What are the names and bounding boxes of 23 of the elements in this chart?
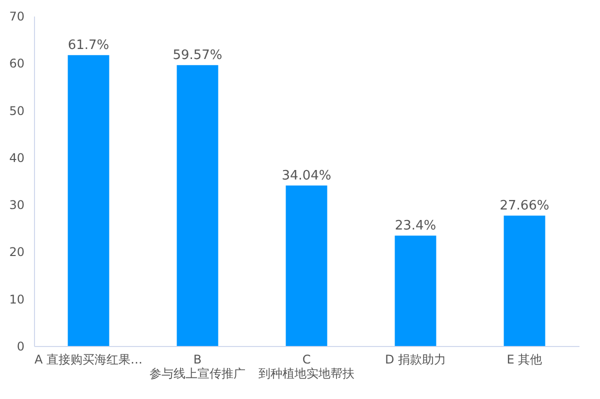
bar <box>504 216 546 346</box>
x-tick-label: A 直接购买海红果… <box>34 352 143 366</box>
data-label: 59.57% <box>172 48 222 64</box>
data-label: 34.04% <box>282 168 332 184</box>
y-tick-label: 20 <box>9 245 24 260</box>
bar <box>394 236 436 346</box>
y-tick-label: 30 <box>9 198 24 212</box>
data-label: 27.66% <box>500 198 550 214</box>
y-tick-label: 40 <box>9 150 24 165</box>
bar <box>68 55 110 346</box>
y-tick-label: 60 <box>9 56 24 71</box>
x-tick-label: E 其他 <box>506 352 542 366</box>
y-tick-label: 70 <box>9 10 24 24</box>
bar <box>286 186 328 346</box>
data-label: 23.4% <box>394 218 436 234</box>
y-tick-label: 10 <box>9 292 24 306</box>
x-tick-label: D 捐款助力 <box>384 352 446 366</box>
data-label: 61.7% <box>68 38 110 54</box>
x-tick-label: B 参与线上宣传推广 <box>150 352 246 380</box>
y-tick-label: 50 <box>9 104 24 118</box>
y-tick-label: 0 <box>16 340 24 354</box>
bar <box>176 65 218 346</box>
x-tick-label: C 到种植地实地帮扶 <box>258 352 354 380</box>
